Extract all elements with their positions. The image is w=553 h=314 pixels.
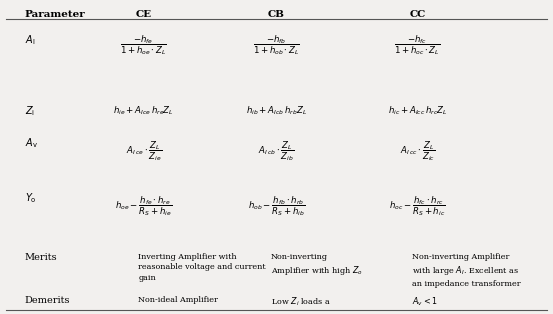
Text: $Y_{\mathrm{o}}$: $Y_{\mathrm{o}}$ [25, 192, 36, 205]
Text: $A_{I\,cb}\cdot\dfrac{Z_L}{Z_{ib}}$: $A_{I\,cb}\cdot\dfrac{Z_L}{Z_{ib}}$ [258, 140, 295, 163]
Text: $\dfrac{-h_{fc}}{1+h_{oc}\cdot Z_L}$: $\dfrac{-h_{fc}}{1+h_{oc}\cdot Z_L}$ [394, 33, 441, 57]
Text: $\dfrac{-h_{fb}}{1+h_{ob}\cdot Z_L}$: $\dfrac{-h_{fb}}{1+h_{ob}\cdot Z_L}$ [253, 33, 300, 57]
Text: CB: CB [268, 10, 285, 19]
Text: $h_{oc}-\dfrac{h_{fc}\cdot h_{rc}}{R_S+h_{ic}}$: $h_{oc}-\dfrac{h_{fc}\cdot h_{rc}}{R_S+h… [389, 195, 446, 218]
Text: $h_{ob}-\dfrac{h_{fb}\cdot h_{rb}}{R_S+h_{ib}}$: $h_{ob}-\dfrac{h_{fb}\cdot h_{rb}}{R_S+h… [248, 195, 305, 218]
Text: $A_{I\,ce}\cdot\dfrac{Z_L}{Z_{ie}}$: $A_{I\,ce}\cdot\dfrac{Z_L}{Z_{ie}}$ [126, 140, 162, 163]
Text: $h_{ie}+A_{Ice}\,h_{re}Z_L$: $h_{ie}+A_{Ice}\,h_{re}Z_L$ [113, 104, 174, 117]
Text: Low $Z_i$ loads a
previous stage Low $A_I$: Low $Z_i$ loads a previous stage Low $A_… [271, 296, 361, 314]
Text: $A_{\mathrm{v}}$: $A_{\mathrm{v}}$ [25, 137, 38, 150]
Text: Parameter: Parameter [25, 10, 86, 19]
Text: CE: CE [135, 10, 152, 19]
Text: $h_{ib}+A_{Icb}\,h_{rb}Z_L$: $h_{ib}+A_{Icb}\,h_{rb}Z_L$ [246, 104, 307, 117]
Text: $h_{oe}-\dfrac{h_{fe}\cdot h_{re}}{R_S+h_{ie}}$: $h_{oe}-\dfrac{h_{fe}\cdot h_{re}}{R_S+h… [115, 195, 173, 218]
Text: Inverting Amplifier with
reasonable voltage and current
gain: Inverting Amplifier with reasonable volt… [138, 253, 266, 282]
Text: Non-inverting Amplifier
with large $A_I$. Excellent as
an impedance transformer: Non-inverting Amplifier with large $A_I$… [412, 253, 520, 288]
Text: $A_{\mathrm{I}}$: $A_{\mathrm{I}}$ [25, 33, 35, 47]
Text: Merits: Merits [25, 253, 58, 262]
Text: $h_{ic}+A_{Icc}\,h_{rc}Z_L$: $h_{ic}+A_{Icc}\,h_{rc}Z_L$ [388, 104, 447, 117]
Text: $A_{I\,cc}\cdot\dfrac{Z_L}{Z_{ic}}$: $A_{I\,cc}\cdot\dfrac{Z_L}{Z_{ic}}$ [400, 140, 435, 163]
Text: $\dfrac{-h_{fe}}{1+h_{oe}\cdot Z_L}$: $\dfrac{-h_{fe}}{1+h_{oe}\cdot Z_L}$ [121, 33, 167, 57]
Text: Demerits: Demerits [25, 296, 70, 305]
Text: $A_v < 1$: $A_v < 1$ [412, 296, 437, 308]
Text: $Z_{\mathrm{i}}$: $Z_{\mathrm{i}}$ [25, 104, 35, 118]
Text: Non-inverting
Amplifier with high $Z_o$: Non-inverting Amplifier with high $Z_o$ [271, 253, 363, 277]
Text: CC: CC [409, 10, 426, 19]
Text: Non-ideal Amplifier: Non-ideal Amplifier [138, 296, 218, 304]
